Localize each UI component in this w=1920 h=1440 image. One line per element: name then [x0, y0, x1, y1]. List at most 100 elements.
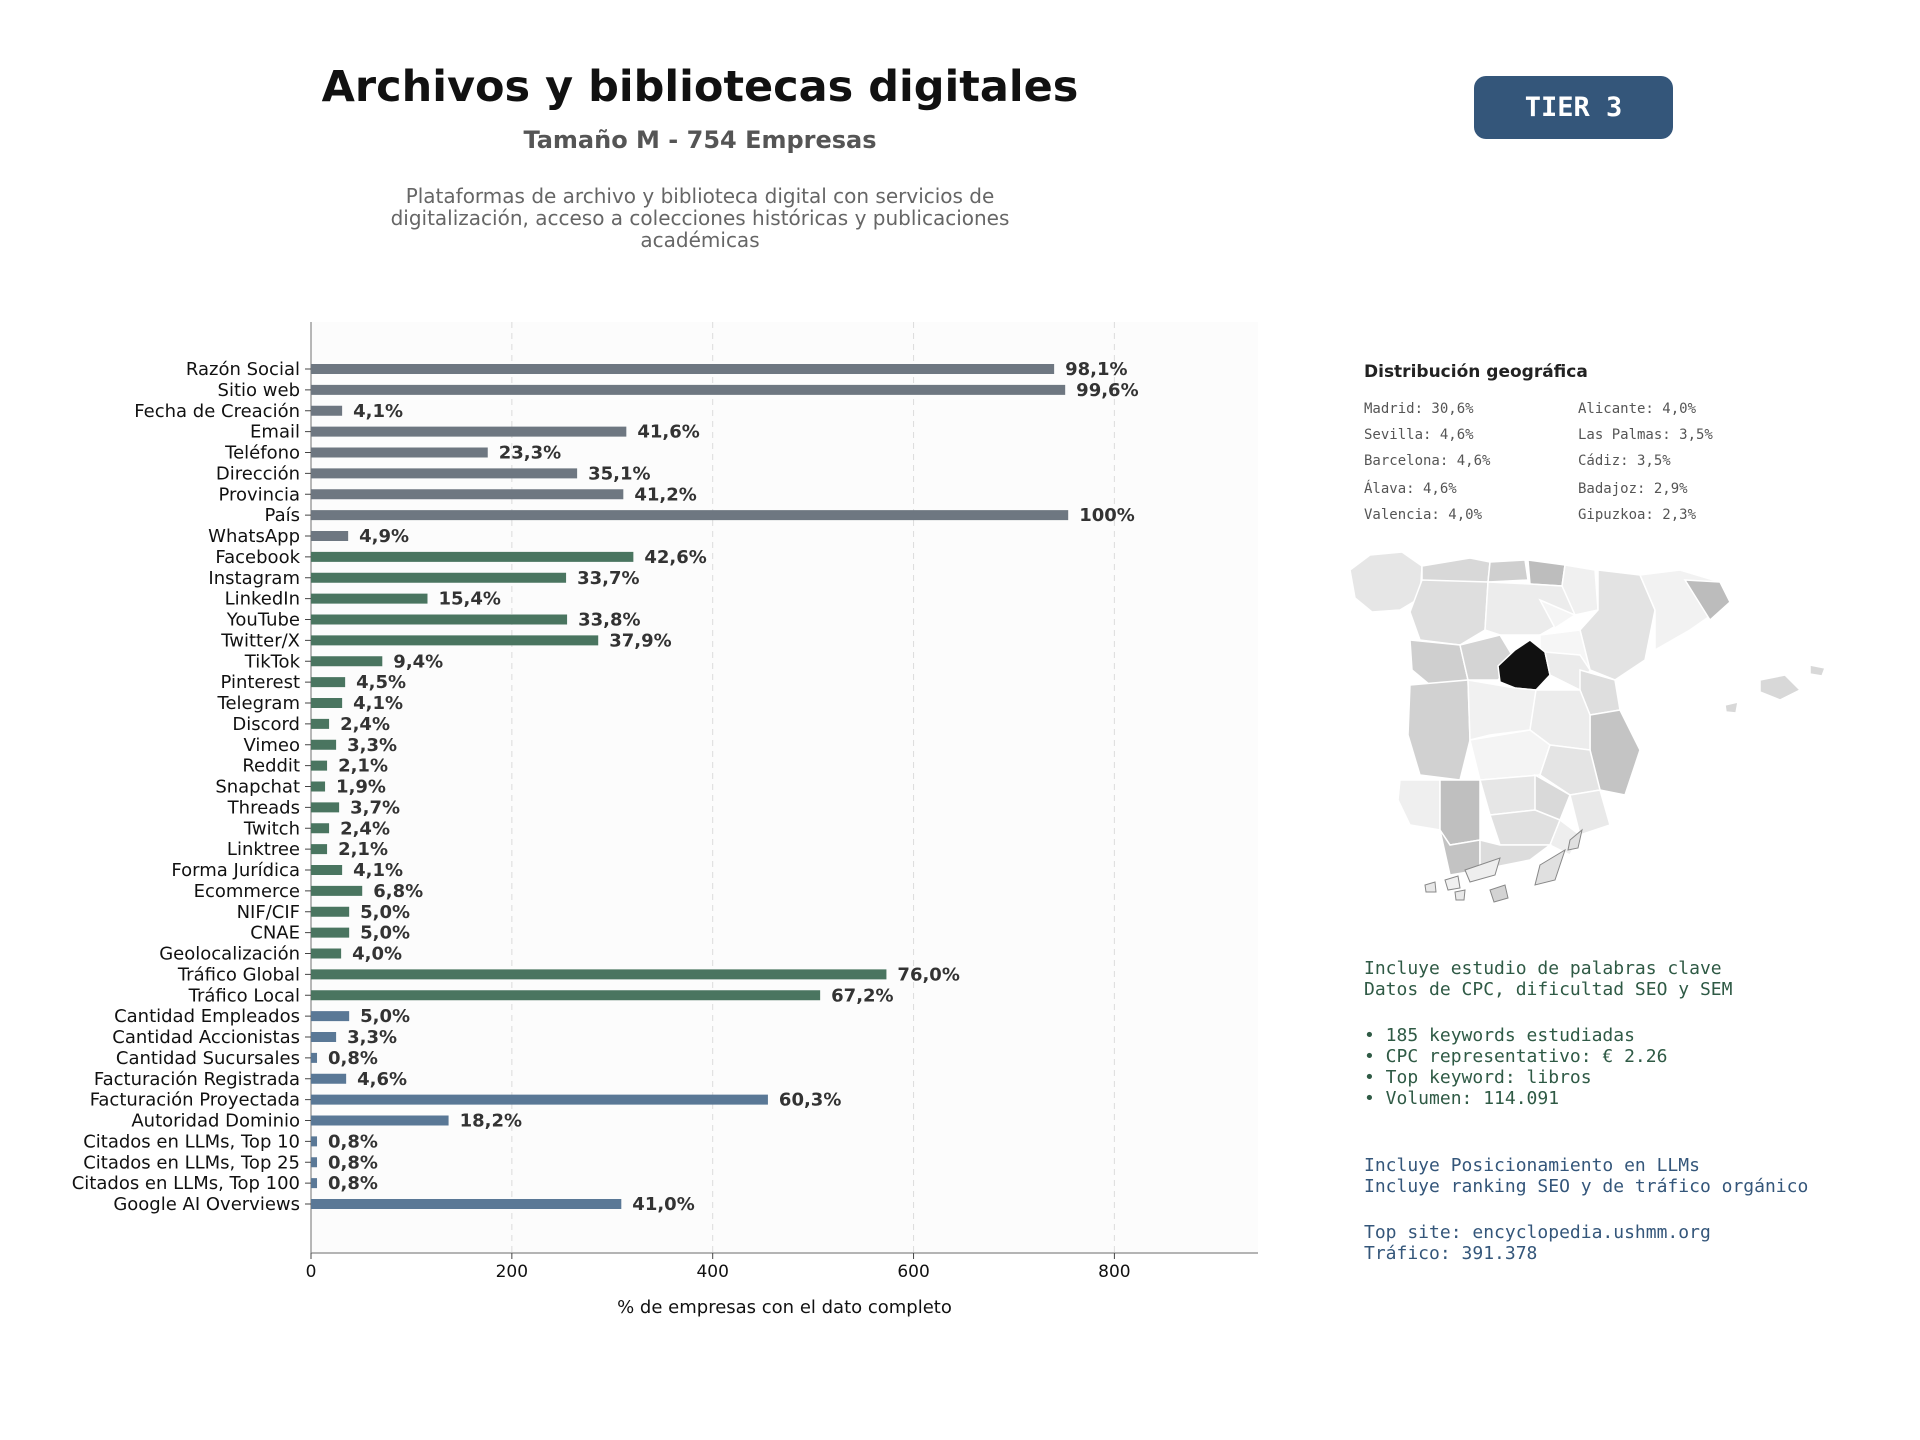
- y-tick-label: Snapchat: [215, 777, 300, 798]
- data-label: 76,0%: [897, 964, 959, 985]
- region-zamora: [1409, 639, 1469, 686]
- y-tick-label: Telegram: [217, 693, 300, 714]
- x-tick-label: 200: [496, 1262, 528, 1282]
- geo-item: Badajoz: 2,9%: [1578, 481, 1688, 497]
- data-label: 41,0%: [632, 1194, 694, 1215]
- bar: [311, 760, 328, 771]
- data-label: 98,1%: [1065, 359, 1127, 380]
- y-tick-label: WhatsApp: [208, 526, 300, 547]
- bar: [311, 614, 568, 625]
- data-label: 3,3%: [347, 735, 397, 756]
- bar: [311, 718, 330, 729]
- bar: [311, 802, 340, 813]
- bar: [311, 468, 578, 479]
- y-tick-label: Teléfono: [224, 443, 300, 464]
- geo-title: Distribución geográfica: [1364, 362, 1588, 382]
- region-canarias-west2: [1444, 875, 1461, 891]
- y-tick-label: Pinterest: [220, 672, 300, 693]
- bar: [311, 1136, 318, 1147]
- bar: [311, 531, 349, 541]
- seo-bullet: • Volumen: 114.091: [1364, 1088, 1560, 1109]
- bar: [311, 823, 330, 834]
- llm-line: Top site: encyclopedia.ushmm.org: [1364, 1222, 1711, 1243]
- page-title: Archivos y bibliotecas digitales: [321, 62, 1079, 112]
- bar: [311, 447, 488, 458]
- bar: [311, 1115, 449, 1126]
- bar: [311, 906, 350, 917]
- y-tick-label: Tráfico Global: [177, 964, 300, 985]
- bar: [311, 510, 1069, 521]
- y-tick-label: Vimeo: [243, 735, 300, 756]
- y-tick-label: Facturación Registrada: [94, 1069, 300, 1090]
- y-tick-label: Razón Social: [186, 359, 300, 380]
- data-label: 0,8%: [328, 1048, 378, 1069]
- region-granada: [1488, 809, 1561, 846]
- bar: [311, 656, 383, 667]
- data-label: 5,0%: [360, 923, 410, 944]
- region-ciudadreal: [1469, 729, 1551, 781]
- bar: [311, 364, 1055, 374]
- x-tick-label: 0: [306, 1262, 317, 1282]
- y-tick-label: YouTube: [226, 610, 300, 631]
- data-label: 4,0%: [352, 944, 402, 965]
- seo-bullet: • 185 keywords estudiadas: [1364, 1025, 1635, 1046]
- geo-item: Álava: 4,6%: [1364, 481, 1457, 497]
- bar: [311, 927, 350, 938]
- x-tick-label: 400: [696, 1262, 728, 1282]
- y-tick-label: Reddit: [242, 756, 300, 777]
- y-tick-label: Fecha de Creación: [134, 401, 300, 422]
- geo-item: Valencia: 4,0%: [1364, 507, 1483, 523]
- y-tick-label: Twitter/X: [220, 630, 300, 651]
- data-label: 0,8%: [328, 1173, 378, 1194]
- region-baleares-ibiza: [1724, 701, 1739, 714]
- region-sevilla: [1439, 779, 1481, 846]
- region-cordoba: [1479, 774, 1541, 816]
- region-navarra: [1561, 564, 1599, 616]
- llm-line: Tráfico: 391.378: [1364, 1243, 1538, 1264]
- region-galicia: [1349, 551, 1423, 613]
- data-label: 33,7%: [577, 568, 639, 589]
- geo-item: Cádiz: 3,5%: [1578, 453, 1671, 469]
- y-tick-label: Discord: [232, 714, 300, 735]
- data-label: 4,6%: [357, 1069, 407, 1090]
- data-label: 5,0%: [360, 902, 410, 923]
- seo-line: Datos de CPC, dificultad SEO y SEM: [1364, 979, 1733, 1000]
- data-label: 60,3%: [779, 1090, 841, 1111]
- data-label: 3,3%: [347, 1027, 397, 1048]
- x-axis-label: % de empresas con el dato completo: [617, 1297, 952, 1318]
- bar: [311, 1011, 350, 1022]
- seo-bullet: • Top keyword: libros: [1364, 1067, 1592, 1088]
- bar: [311, 739, 337, 750]
- bar: [311, 1073, 347, 1084]
- bar: [311, 677, 346, 688]
- bar: [311, 781, 326, 792]
- y-tick-label: Threads: [227, 797, 300, 818]
- data-label: 1,9%: [336, 777, 386, 798]
- bar-chart: 0 200 400 600 800 % de empresas con el dato c…: [72, 322, 1258, 1318]
- data-label: 2,1%: [338, 756, 388, 777]
- region-canarias-lanzarote: [1567, 828, 1583, 851]
- region-canarias-fuerteventura: [1534, 848, 1566, 886]
- data-label: 5,0%: [360, 1006, 410, 1027]
- y-tick-label: Email: [250, 422, 300, 443]
- bar: [311, 426, 627, 437]
- data-label: 41,2%: [634, 484, 696, 505]
- region-leon: [1409, 579, 1489, 646]
- bar: [311, 1094, 768, 1105]
- geo-item: Alicante: 4,0%: [1578, 401, 1697, 417]
- y-tick-label: NIF/CIF: [237, 902, 300, 923]
- y-tick-label: Sitio web: [218, 380, 300, 401]
- data-label: 37,9%: [609, 630, 671, 651]
- y-tick-label: Facturación Proyectada: [90, 1090, 300, 1111]
- bar: [311, 551, 634, 562]
- tier-badge: TIER 3: [1474, 76, 1673, 139]
- bar: [311, 1157, 318, 1168]
- data-label: 4,9%: [359, 526, 409, 547]
- plot-area: [311, 322, 1258, 1253]
- y-tick-label: LinkedIn: [225, 589, 300, 610]
- bar: [311, 1199, 622, 1209]
- x-tick-label: 600: [897, 1262, 929, 1282]
- data-label: 100%: [1079, 505, 1135, 526]
- y-tick-label: Citados en LLMs, Top 10: [83, 1131, 300, 1152]
- data-label: 18,2%: [460, 1111, 522, 1132]
